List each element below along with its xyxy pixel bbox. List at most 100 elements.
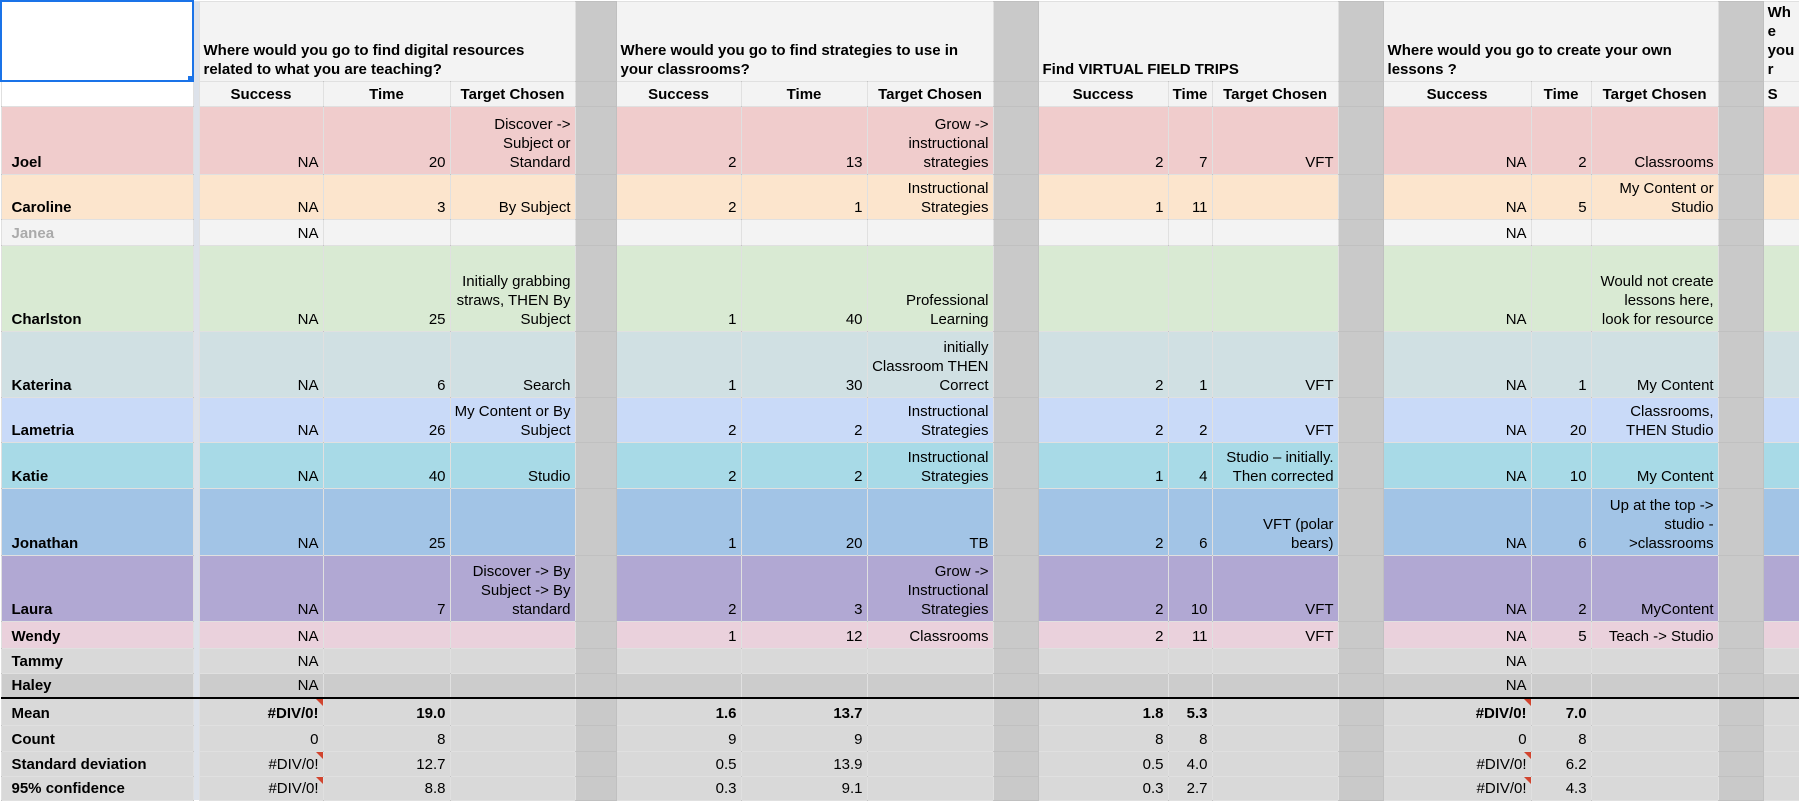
success-cell[interactable]: NA — [1382, 441, 1532, 489]
time-cell[interactable]: 13.9 — [740, 750, 868, 777]
target-cell[interactable] — [449, 775, 576, 801]
time-cell[interactable]: 2 — [740, 396, 868, 443]
success-cell[interactable]: #DIV/0! — [198, 697, 324, 726]
success-cell[interactable]: NA — [1382, 487, 1532, 556]
partial-cell[interactable] — [1762, 396, 1799, 443]
target-cell[interactable] — [1590, 647, 1719, 674]
time-cell[interactable]: 25 — [322, 487, 451, 556]
question-header[interactable]: Where would you go to find digital resou… — [198, 0, 576, 82]
time-cell[interactable]: 7.0 — [1530, 697, 1592, 726]
question-header[interactable]: Where would you go to create your own le… — [1382, 0, 1719, 82]
target-cell[interactable]: My Content — [1590, 441, 1719, 489]
partial-cell[interactable] — [1762, 647, 1799, 674]
time-cell[interactable]: 2 — [740, 441, 868, 489]
success-cell[interactable]: NA — [1382, 244, 1532, 332]
spacer-column[interactable] — [1337, 173, 1384, 220]
spacer-column[interactable] — [1717, 554, 1764, 622]
target-cell[interactable] — [1211, 775, 1339, 801]
row-name[interactable]: Lametria — [0, 396, 194, 443]
column-header[interactable]: Success — [198, 80, 324, 107]
partial-cell[interactable] — [1762, 775, 1799, 801]
success-cell[interactable]: 1 — [1037, 441, 1169, 489]
time-cell[interactable]: 4.0 — [1167, 750, 1213, 777]
time-cell[interactable] — [322, 647, 451, 674]
target-cell[interactable] — [866, 647, 994, 674]
time-cell[interactable]: 25 — [322, 244, 451, 332]
target-cell[interactable] — [1211, 724, 1339, 752]
spacer-column[interactable] — [574, 697, 617, 726]
success-cell[interactable]: 2 — [1037, 330, 1169, 398]
success-cell[interactable] — [1037, 672, 1169, 699]
time-cell[interactable]: 6.2 — [1530, 750, 1592, 777]
spacer-column[interactable] — [574, 775, 617, 801]
time-cell[interactable]: 8 — [1530, 724, 1592, 752]
success-cell[interactable]: NA — [198, 173, 324, 220]
target-cell[interactable] — [866, 697, 994, 726]
target-cell[interactable]: TB — [866, 487, 994, 556]
success-cell[interactable]: 0.3 — [615, 775, 742, 801]
spacer-column[interactable] — [992, 750, 1039, 777]
partial-cell[interactable] — [1762, 750, 1799, 777]
success-cell[interactable]: #DIV/0! — [1382, 775, 1532, 801]
time-cell[interactable]: 2 — [1167, 396, 1213, 443]
spacer-column[interactable] — [992, 672, 1039, 699]
column-header[interactable]: Time — [1167, 80, 1213, 107]
spacer-column[interactable] — [574, 330, 617, 398]
spacer-column[interactable] — [574, 750, 617, 777]
spacer-column[interactable] — [992, 697, 1039, 726]
spacer-column[interactable] — [574, 620, 617, 649]
spacer-column[interactable] — [1717, 244, 1764, 332]
target-cell[interactable] — [866, 775, 994, 801]
time-cell[interactable]: 20 — [740, 487, 868, 556]
spacer-column[interactable] — [1717, 80, 1764, 107]
time-cell[interactable]: 5 — [1530, 620, 1592, 649]
success-cell[interactable] — [615, 672, 742, 699]
target-cell[interactable]: Discover -> By Subject -> By standard — [449, 554, 576, 622]
time-cell[interactable] — [1530, 218, 1592, 246]
time-cell[interactable]: 19.0 — [322, 697, 451, 726]
time-cell[interactable]: 6 — [322, 330, 451, 398]
target-cell[interactable]: initially Classroom THEN Correct — [866, 330, 994, 398]
column-header-partial[interactable]: S — [1762, 80, 1799, 107]
time-cell[interactable] — [1167, 218, 1213, 246]
target-cell[interactable] — [449, 697, 576, 726]
target-cell[interactable] — [449, 647, 576, 674]
success-cell[interactable]: 2 — [1037, 396, 1169, 443]
target-cell[interactable]: Professional Learning — [866, 244, 994, 332]
success-cell[interactable]: 1 — [1037, 173, 1169, 220]
spacer-column[interactable] — [992, 647, 1039, 674]
success-cell[interactable]: 1.6 — [615, 697, 742, 726]
time-cell[interactable] — [1167, 647, 1213, 674]
time-cell[interactable] — [740, 672, 868, 699]
spacer-column[interactable] — [1337, 647, 1384, 674]
spacer-column[interactable] — [992, 487, 1039, 556]
row-name[interactable]: Count — [0, 724, 194, 752]
target-cell[interactable]: MyContent — [1590, 554, 1719, 622]
spacer-column[interactable] — [1337, 330, 1384, 398]
target-cell[interactable]: Classrooms — [866, 620, 994, 649]
target-cell[interactable] — [449, 620, 576, 649]
spacer-column[interactable] — [1717, 441, 1764, 489]
spacer-column[interactable] — [1717, 0, 1764, 82]
time-cell[interactable]: 3 — [740, 554, 868, 622]
success-cell[interactable]: NA — [1382, 554, 1532, 622]
column-header[interactable]: Success — [1037, 80, 1169, 107]
target-cell[interactable]: Up at the top -> studio ->classrooms — [1590, 487, 1719, 556]
success-cell[interactable]: NA — [198, 647, 324, 674]
spacer-column[interactable] — [1337, 620, 1384, 649]
time-cell[interactable]: 3 — [322, 173, 451, 220]
spacer-column[interactable] — [992, 218, 1039, 246]
spacer-column[interactable] — [574, 554, 617, 622]
spacer-column[interactable] — [574, 173, 617, 220]
success-cell[interactable]: NA — [198, 105, 324, 175]
spacer-column[interactable] — [1337, 105, 1384, 175]
time-cell[interactable]: 40 — [740, 244, 868, 332]
success-cell[interactable]: 2 — [615, 173, 742, 220]
success-cell[interactable]: 2 — [1037, 105, 1169, 175]
spacer-column[interactable] — [1717, 396, 1764, 443]
target-cell[interactable]: Instructional Strategies — [866, 173, 994, 220]
time-cell[interactable]: 5.3 — [1167, 697, 1213, 726]
time-cell[interactable]: 8.8 — [322, 775, 451, 801]
success-cell[interactable]: NA — [198, 330, 324, 398]
spacer-column[interactable] — [1337, 697, 1384, 726]
